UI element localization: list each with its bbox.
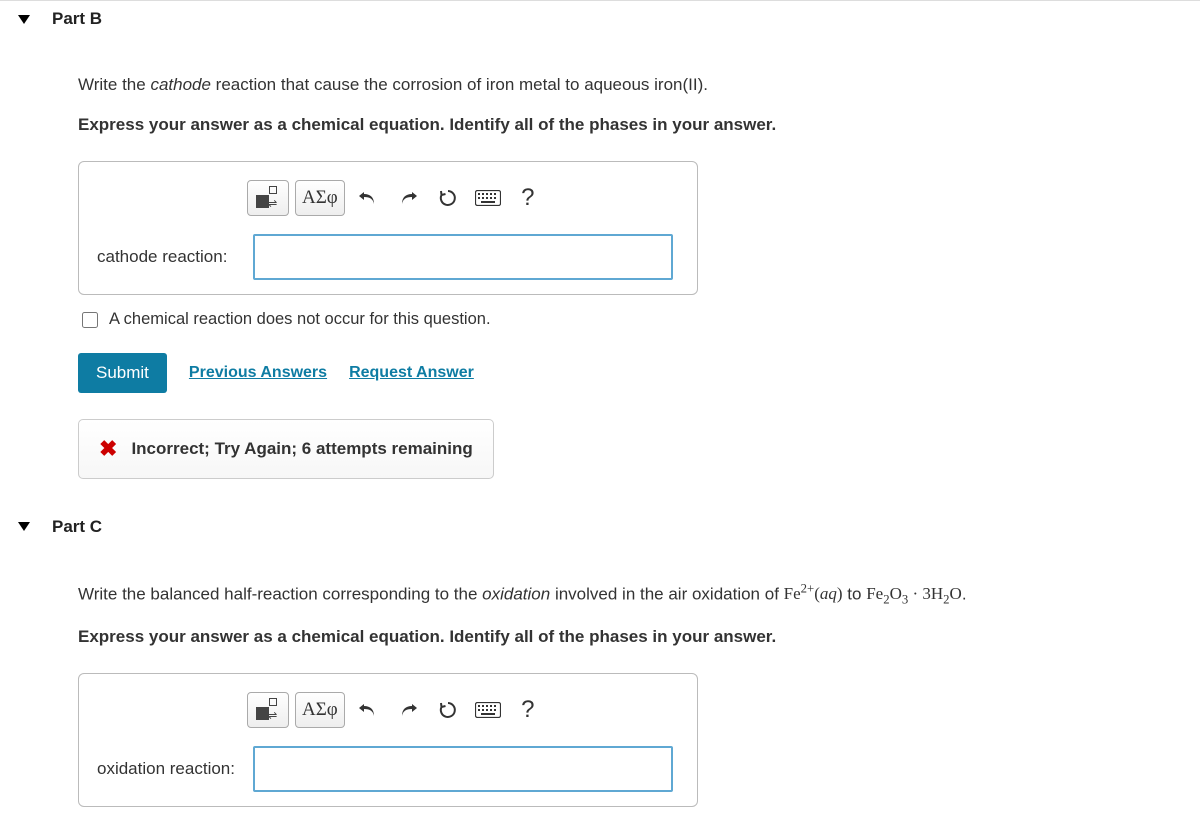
collapse-caret-icon bbox=[18, 15, 30, 24]
keyboard-icon bbox=[475, 190, 501, 206]
part-c-input-label: oxidation reaction: bbox=[97, 759, 237, 779]
undo-icon bbox=[358, 701, 378, 719]
redo-icon bbox=[398, 189, 418, 207]
feedback-text: Incorrect; Try Again; 6 attempts remaini… bbox=[131, 439, 472, 459]
part-b-actions: Submit Previous Answers Request Answer bbox=[78, 353, 1122, 393]
request-answer-link[interactable]: Request Answer bbox=[349, 364, 474, 382]
incorrect-x-icon: ✖ bbox=[99, 436, 117, 462]
no-reaction-label: A chemical reaction does not occur for t… bbox=[109, 310, 491, 329]
template-icon: ⇌ bbox=[256, 700, 280, 720]
no-reaction-row[interactable]: A chemical reaction does not occur for t… bbox=[78, 309, 1122, 331]
part-b-input-row: cathode reaction: bbox=[97, 234, 673, 280]
keyboard-button[interactable] bbox=[471, 692, 505, 728]
reset-button[interactable] bbox=[431, 180, 465, 216]
reset-icon bbox=[438, 700, 458, 720]
previous-answers-link[interactable]: Previous Answers bbox=[189, 364, 327, 382]
keyboard-button[interactable] bbox=[471, 180, 505, 216]
no-reaction-checkbox[interactable] bbox=[82, 312, 98, 328]
part-c-toolbar: ⇌ ΑΣφ ? bbox=[247, 692, 545, 728]
redo-button[interactable] bbox=[391, 692, 425, 728]
part-c-section: Part C Write the balanced half-reaction … bbox=[0, 509, 1200, 837]
part-b-title: Part B bbox=[52, 9, 102, 29]
reset-icon bbox=[438, 188, 458, 208]
feedback-box: ✖ Incorrect; Try Again; 6 attempts remai… bbox=[78, 419, 494, 479]
reset-button[interactable] bbox=[431, 692, 465, 728]
part-c-prompt: Write the balanced half-reaction corresp… bbox=[78, 581, 1122, 610]
keyboard-icon bbox=[475, 702, 501, 718]
greek-button[interactable]: ΑΣφ bbox=[295, 180, 345, 216]
part-b-header[interactable]: Part B bbox=[0, 1, 1200, 37]
template-icon: ⇌ bbox=[256, 188, 280, 208]
part-b-prompt: Write the cathode reaction that cause th… bbox=[78, 73, 1122, 97]
undo-button[interactable] bbox=[351, 180, 385, 216]
undo-button[interactable] bbox=[351, 692, 385, 728]
part-b-body: Write the cathode reaction that cause th… bbox=[0, 37, 1200, 509]
template-button[interactable]: ⇌ bbox=[247, 692, 289, 728]
submit-button[interactable]: Submit bbox=[78, 353, 167, 393]
part-c-answer-box: ⇌ ΑΣφ ? oxidation reactio bbox=[78, 673, 698, 807]
collapse-caret-icon bbox=[18, 522, 30, 531]
help-button[interactable]: ? bbox=[511, 180, 545, 216]
part-b-answer-box: ⇌ ΑΣφ ? cathode reaction: bbox=[78, 161, 698, 295]
redo-button[interactable] bbox=[391, 180, 425, 216]
part-c-body: Write the balanced half-reaction corresp… bbox=[0, 545, 1200, 837]
part-b-instruction: Express your answer as a chemical equati… bbox=[78, 113, 1122, 137]
redo-icon bbox=[398, 701, 418, 719]
oxidation-reaction-input[interactable] bbox=[253, 746, 673, 792]
chem-fe2o3: Fe2O3 · 3H2O bbox=[866, 584, 962, 603]
part-c-header[interactable]: Part C bbox=[0, 509, 1200, 545]
part-c-input-row: oxidation reaction: bbox=[97, 746, 673, 792]
undo-icon bbox=[358, 189, 378, 207]
greek-button[interactable]: ΑΣφ bbox=[295, 692, 345, 728]
cathode-reaction-input[interactable] bbox=[253, 234, 673, 280]
chem-fe2plus: Fe2+(aq) bbox=[784, 584, 843, 603]
part-b-section: Part B Write the cathode reaction that c… bbox=[0, 0, 1200, 509]
template-button[interactable]: ⇌ bbox=[247, 180, 289, 216]
part-b-input-label: cathode reaction: bbox=[97, 247, 237, 267]
part-c-instruction: Express your answer as a chemical equati… bbox=[78, 625, 1122, 649]
part-b-toolbar: ⇌ ΑΣφ ? bbox=[247, 180, 545, 216]
part-c-title: Part C bbox=[52, 517, 102, 537]
help-button[interactable]: ? bbox=[511, 692, 545, 728]
